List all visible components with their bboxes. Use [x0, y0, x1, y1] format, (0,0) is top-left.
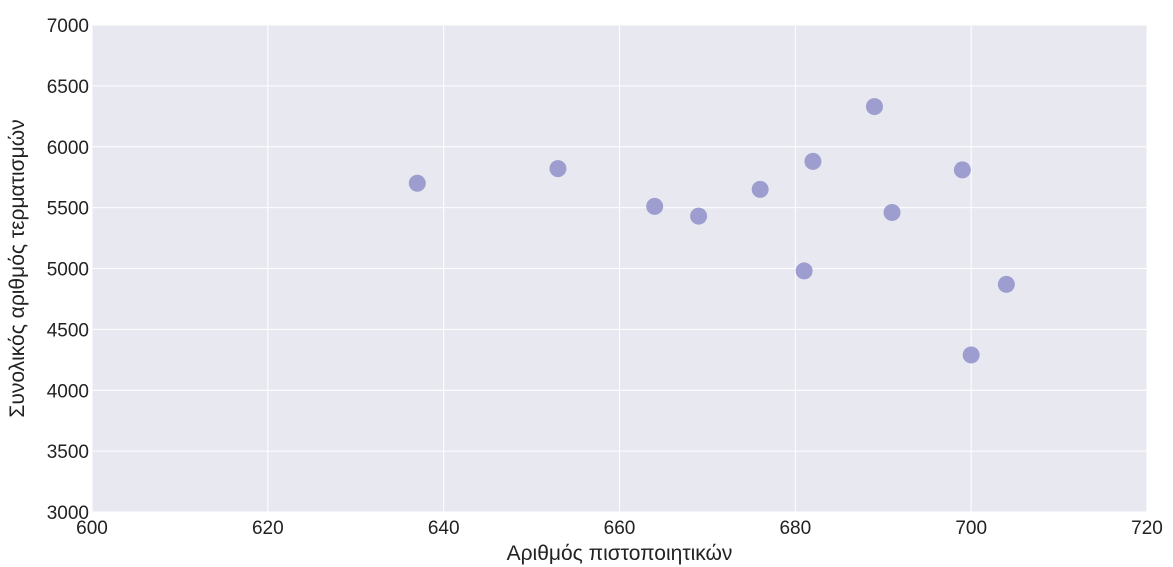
x-tick-label: 720 [1131, 518, 1163, 539]
data-point [804, 152, 822, 170]
x-tick-label: 640 [428, 518, 460, 539]
data-point [883, 203, 901, 221]
data-point [865, 98, 883, 116]
y-tick-label: 3000 [47, 503, 89, 524]
y-axis-ticks: 3000 3500 4000 4500 5000 5500 6000 6500 7000 [47, 16, 89, 524]
data-point [962, 346, 980, 364]
x-axis-label: Αριθμός πιστοποιητικών [507, 542, 733, 565]
y-tick-label: 5500 [47, 199, 89, 220]
data-point [549, 160, 567, 178]
x-tick-label: 680 [779, 518, 811, 539]
data-point [997, 275, 1015, 293]
x-axis-ticks: 600 620 640 660 680 700 720 [76, 518, 1163, 539]
data-point [646, 197, 664, 215]
y-tick-label: 4500 [47, 320, 89, 341]
x-tick-label: 620 [252, 518, 284, 539]
y-axis-label: Συνολικός αριθμός τερματισμών [6, 119, 29, 417]
y-tick-label: 7000 [47, 16, 89, 37]
data-point [408, 174, 426, 192]
data-point [795, 262, 813, 280]
data-point [690, 207, 708, 225]
data-point [953, 161, 971, 179]
x-tick-label: 700 [955, 518, 987, 539]
y-tick-label: 6500 [47, 77, 89, 98]
data-point [751, 180, 769, 198]
y-tick-label: 5000 [47, 260, 89, 281]
y-tick-label: 4000 [47, 381, 89, 402]
x-tick-label: 660 [604, 518, 636, 539]
y-tick-label: 6000 [47, 138, 89, 159]
y-tick-label: 3500 [47, 442, 89, 463]
data-points [408, 98, 1015, 364]
grid-lines [91, 24, 1148, 513]
x-tick-label: 600 [76, 518, 108, 539]
